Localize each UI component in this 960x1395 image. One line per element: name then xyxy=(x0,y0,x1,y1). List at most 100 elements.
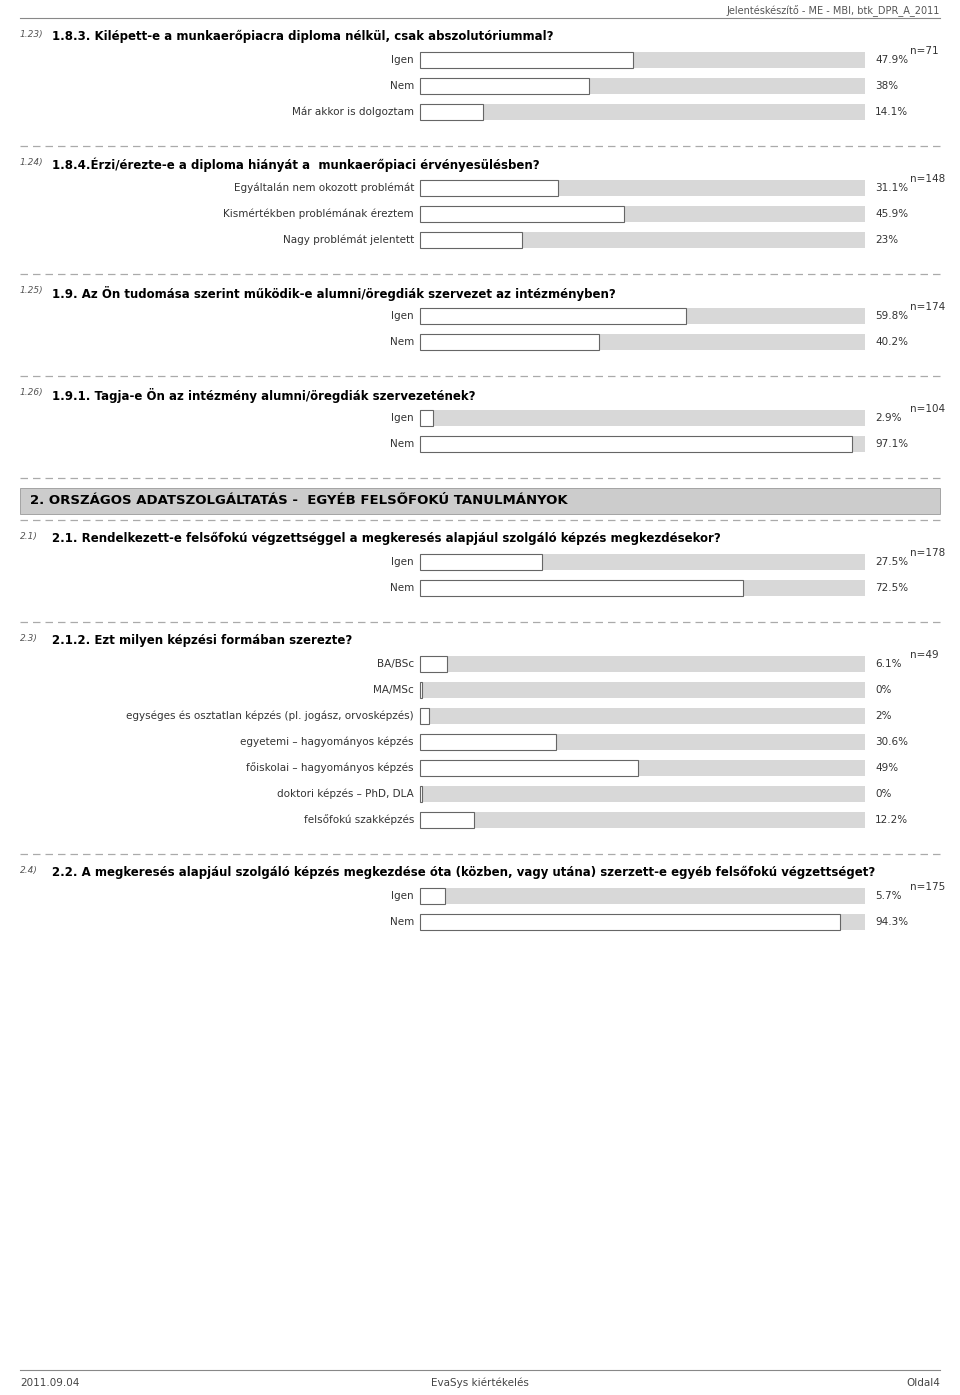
Text: Nagy problémát jelentett: Nagy problémát jelentett xyxy=(283,234,414,246)
Text: 1.9.1. Tagja-e Ön az intézmény alumni/öregdiák szervezetének?: 1.9.1. Tagja-e Ön az intézmény alumni/ör… xyxy=(52,388,475,403)
Bar xyxy=(420,760,865,776)
Bar xyxy=(420,709,865,724)
Bar xyxy=(420,709,429,724)
Text: 2.4): 2.4) xyxy=(20,866,37,875)
Bar xyxy=(420,232,522,248)
Bar xyxy=(420,105,865,120)
Text: 1.24): 1.24) xyxy=(20,158,43,167)
Text: Igen: Igen xyxy=(392,54,414,66)
Text: 72.5%: 72.5% xyxy=(875,583,908,593)
Bar xyxy=(420,554,542,571)
Text: 2.9%: 2.9% xyxy=(875,413,901,423)
Bar xyxy=(420,78,865,93)
Text: doktori képzés – PhD, DLA: doktori képzés – PhD, DLA xyxy=(277,788,414,799)
Text: egységes és osztatlan képzés (pl. jogász, orvosképzés): egységes és osztatlan képzés (pl. jogász… xyxy=(127,710,414,721)
Text: 2.2. A megkeresés alapjául szolgáló képzés megkezdése óta (közben, vagy utána) s: 2.2. A megkeresés alapjául szolgáló képz… xyxy=(52,866,876,879)
Text: 1.23): 1.23) xyxy=(20,31,43,39)
Text: 1.26): 1.26) xyxy=(20,388,43,398)
Text: n=49: n=49 xyxy=(910,650,939,660)
Bar xyxy=(420,580,865,596)
Bar xyxy=(420,785,865,802)
Text: n=178: n=178 xyxy=(910,548,946,558)
Bar xyxy=(420,889,865,904)
Text: 2.1): 2.1) xyxy=(20,531,37,541)
Text: Nem: Nem xyxy=(390,338,414,347)
Bar xyxy=(420,437,852,452)
Text: Nem: Nem xyxy=(390,917,414,928)
Text: 1.8.4.Érzi/érezte-e a diploma hiányát a  munkaerőpiaci érvényesülésben?: 1.8.4.Érzi/érezte-e a diploma hiányát a … xyxy=(52,158,540,173)
Text: felsőfokú szakképzés: felsőfokú szakképzés xyxy=(303,815,414,826)
Bar xyxy=(420,78,589,93)
Bar xyxy=(420,437,865,452)
Text: EvaSys kiértékelés: EvaSys kiértékelés xyxy=(431,1378,529,1388)
Text: Igen: Igen xyxy=(392,413,414,423)
Bar xyxy=(420,812,474,829)
Bar xyxy=(420,52,634,68)
Text: 59.8%: 59.8% xyxy=(875,311,908,321)
Bar xyxy=(420,734,865,751)
Text: Nem: Nem xyxy=(390,81,414,91)
Text: Nem: Nem xyxy=(390,439,414,449)
Text: 38%: 38% xyxy=(875,81,899,91)
Text: egyetemi – hagyományos képzés: egyetemi – hagyományos képzés xyxy=(241,737,414,748)
Text: 23%: 23% xyxy=(875,234,899,246)
Text: 0%: 0% xyxy=(875,685,892,695)
Text: 2%: 2% xyxy=(875,711,892,721)
Bar xyxy=(420,812,865,829)
Bar xyxy=(420,105,483,120)
Bar xyxy=(420,206,624,222)
Text: n=104: n=104 xyxy=(910,405,946,414)
Text: 49%: 49% xyxy=(875,763,899,773)
Text: 6.1%: 6.1% xyxy=(875,658,901,670)
Text: n=175: n=175 xyxy=(910,882,946,891)
Text: 2011.09.04: 2011.09.04 xyxy=(20,1378,80,1388)
Text: 47.9%: 47.9% xyxy=(875,54,908,66)
Text: Egyáltalán nem okozott problémát: Egyáltalán nem okozott problémát xyxy=(233,183,414,194)
Bar xyxy=(420,52,865,68)
Bar xyxy=(420,410,433,425)
Text: főiskolai – hagyományos képzés: főiskolai – hagyományos képzés xyxy=(247,763,414,773)
Bar xyxy=(20,488,940,513)
Text: 2.1. Rendelkezett-e felsőfokú végzettséggel a megkeresés alapjául szolgáló képzé: 2.1. Rendelkezett-e felsőfokú végzettség… xyxy=(52,531,721,545)
Bar xyxy=(420,180,559,197)
Bar xyxy=(420,206,865,222)
Text: 94.3%: 94.3% xyxy=(875,917,908,928)
Text: 1.8.3. Kilépett-e a munkaerőpiacra diploma nélkül, csak abszolutóriummal?: 1.8.3. Kilépett-e a munkaerőpiacra diplo… xyxy=(52,31,554,43)
Bar xyxy=(420,180,865,197)
Text: 0%: 0% xyxy=(875,790,892,799)
Text: Kismértékben problémának éreztem: Kismértékben problémának éreztem xyxy=(224,209,414,219)
Text: n=71: n=71 xyxy=(910,46,939,56)
Bar xyxy=(420,682,865,698)
Text: 97.1%: 97.1% xyxy=(875,439,908,449)
Bar xyxy=(420,914,840,930)
Text: 2.3): 2.3) xyxy=(20,633,37,643)
Text: 27.5%: 27.5% xyxy=(875,557,908,566)
Bar xyxy=(420,734,556,751)
Text: 14.1%: 14.1% xyxy=(875,107,908,117)
Text: 5.7%: 5.7% xyxy=(875,891,901,901)
Bar xyxy=(420,333,865,350)
Bar xyxy=(420,232,865,248)
Bar xyxy=(420,410,865,425)
Bar xyxy=(420,656,865,672)
Text: Igen: Igen xyxy=(392,557,414,566)
Text: 40.2%: 40.2% xyxy=(875,338,908,347)
Text: 1.9. Az Ön tudomása szerint működik-e alumni/öregdiák szervezet az intézményben?: 1.9. Az Ön tudomása szerint működik-e al… xyxy=(52,286,615,301)
Text: n=148: n=148 xyxy=(910,174,946,184)
Bar xyxy=(420,656,447,672)
Bar xyxy=(420,914,865,930)
Text: n=174: n=174 xyxy=(910,301,946,312)
Text: Már akkor is dolgoztam: Már akkor is dolgoztam xyxy=(292,107,414,117)
Text: 12.2%: 12.2% xyxy=(875,815,908,824)
Text: 30.6%: 30.6% xyxy=(875,737,908,746)
Text: Oldal4: Oldal4 xyxy=(906,1378,940,1388)
Bar xyxy=(420,682,422,698)
Bar xyxy=(420,308,865,324)
Text: Jelentéskészítő - ME - MBI, btk_DPR_A_2011: Jelentéskészítő - ME - MBI, btk_DPR_A_20… xyxy=(727,6,940,17)
Text: 2.1.2. Ezt milyen képzési formában szerezte?: 2.1.2. Ezt milyen képzési formában szere… xyxy=(52,633,352,647)
Text: 31.1%: 31.1% xyxy=(875,183,908,193)
Bar xyxy=(420,554,865,571)
Text: Igen: Igen xyxy=(392,311,414,321)
Text: BA/BSc: BA/BSc xyxy=(377,658,414,670)
Bar xyxy=(420,785,422,802)
